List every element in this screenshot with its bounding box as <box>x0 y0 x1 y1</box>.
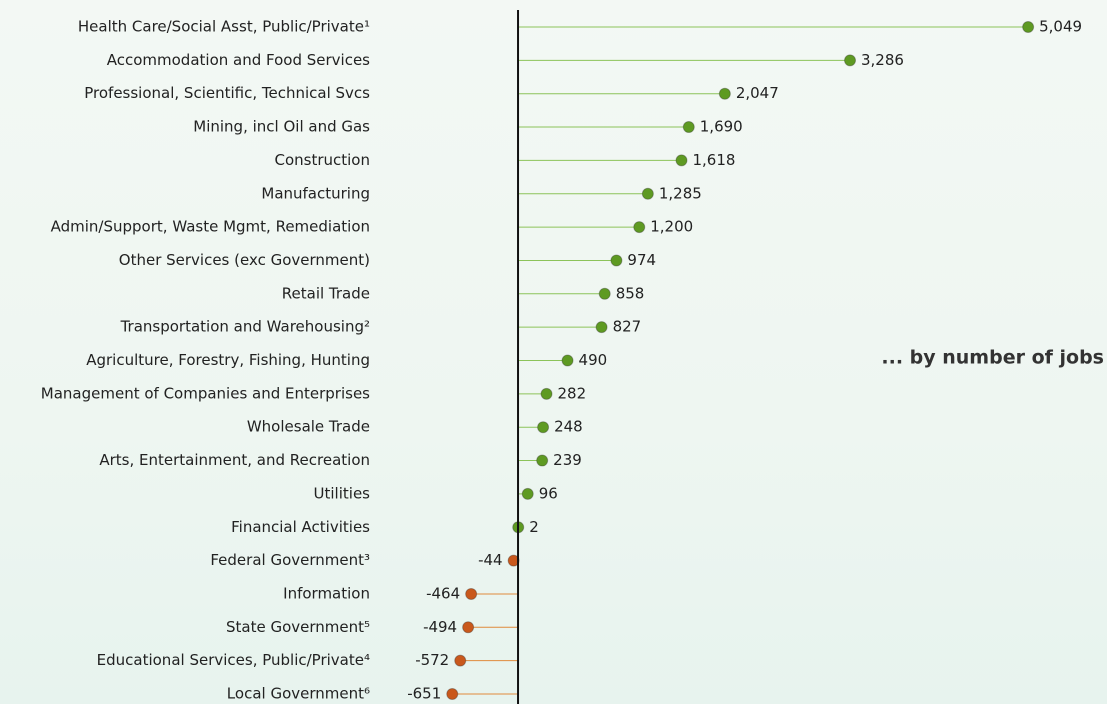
dot <box>682 121 695 134</box>
category-label: Mining, incl Oil and Gas <box>193 118 370 136</box>
dot <box>536 454 549 467</box>
dot <box>610 254 623 267</box>
dot <box>1022 21 1035 33</box>
value-label: -572 <box>415 651 449 669</box>
dot <box>465 587 478 600</box>
category-label: Accommodation and Food Services <box>107 51 370 69</box>
category-label: Wholesale Trade <box>247 418 370 436</box>
dot <box>462 621 475 634</box>
dot <box>675 154 688 167</box>
dot <box>446 688 459 700</box>
category-label: Federal Government³ <box>210 551 370 569</box>
value-label: 1,690 <box>700 118 743 136</box>
value-label: 827 <box>613 318 642 336</box>
dot <box>641 187 654 200</box>
dot <box>598 287 611 300</box>
value-label: 2 <box>529 518 539 536</box>
value-label: 248 <box>554 418 583 436</box>
dot <box>507 554 520 567</box>
value-label: -651 <box>407 685 441 703</box>
category-label: Health Care/Social Asst, Public/Private¹ <box>78 18 370 36</box>
value-label: -44 <box>478 551 503 569</box>
dot <box>540 387 553 400</box>
category-label: Retail Trade <box>282 284 370 302</box>
value-label: 1,200 <box>650 218 693 236</box>
dot <box>595 321 608 334</box>
category-label: Transportation and Warehousing² <box>120 318 370 336</box>
category-label: Admin/Support, Waste Mgmt, Remediation <box>51 218 370 236</box>
dot <box>633 221 646 234</box>
value-label: 96 <box>539 484 558 502</box>
category-label: Management of Companies and Enterprises <box>41 384 370 402</box>
category-label: Arts, Entertainment, and Recreation <box>99 451 370 469</box>
category-label: Information <box>283 584 370 602</box>
value-label: 974 <box>627 251 656 269</box>
dot <box>844 54 857 67</box>
value-label: -464 <box>426 584 460 602</box>
category-label: Agriculture, Forestry, Fishing, Hunting <box>86 351 370 369</box>
category-label: Manufacturing <box>261 184 370 202</box>
dot <box>454 654 467 667</box>
category-label: Educational Services, Public/Private⁴ <box>97 651 370 669</box>
value-label: 282 <box>558 384 587 402</box>
dot <box>537 421 550 434</box>
value-label: 239 <box>553 451 582 469</box>
value-label: 490 <box>579 351 608 369</box>
value-label: 2,047 <box>736 84 779 102</box>
dot <box>718 87 731 100</box>
category-label: Construction <box>274 151 370 169</box>
category-label: Professional, Scientific, Technical Svcs <box>84 84 370 102</box>
value-label: 1,285 <box>659 184 702 202</box>
dot <box>561 354 574 367</box>
value-label: 3,286 <box>861 51 904 69</box>
value-label: -494 <box>423 618 457 636</box>
value-label: 1,618 <box>692 151 735 169</box>
category-label: Local Government⁶ <box>227 685 370 703</box>
category-label: Other Services (exc Government) <box>119 251 370 269</box>
annotation: ... by number of jobs <box>881 347 1104 369</box>
category-label: Financial Activities <box>231 518 370 536</box>
value-label: 858 <box>616 284 645 302</box>
category-label: State Government⁵ <box>226 618 370 636</box>
value-label: 5,049 <box>1039 18 1082 36</box>
category-label: Utilities <box>314 484 371 502</box>
dot <box>521 487 534 500</box>
